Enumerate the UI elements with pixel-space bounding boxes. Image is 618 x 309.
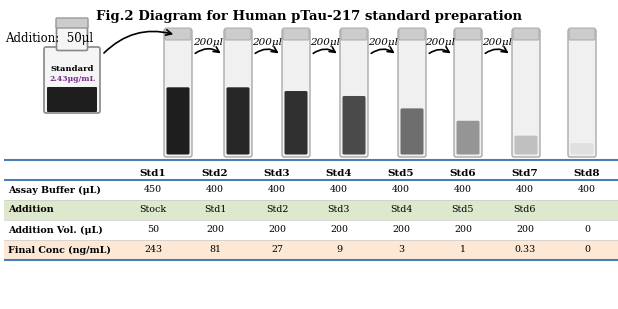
- Bar: [4, 200, 618, 220]
- Text: 9: 9: [336, 245, 342, 255]
- Text: 0.33: 0.33: [514, 245, 536, 255]
- Text: 0: 0: [584, 226, 590, 235]
- Text: 400: 400: [392, 185, 410, 194]
- Text: 2.43μg/mL: 2.43μg/mL: [49, 74, 95, 83]
- FancyBboxPatch shape: [341, 28, 367, 40]
- Bar: [4, 220, 618, 240]
- FancyBboxPatch shape: [166, 87, 190, 154]
- FancyBboxPatch shape: [570, 143, 593, 154]
- FancyBboxPatch shape: [400, 108, 423, 154]
- Text: Std6: Std6: [514, 205, 536, 214]
- Text: 3: 3: [398, 245, 404, 255]
- FancyBboxPatch shape: [513, 28, 539, 40]
- Text: 200: 200: [206, 226, 224, 235]
- Text: Assay Buffer (μL): Assay Buffer (μL): [8, 185, 101, 195]
- Text: 200μl: 200μl: [252, 38, 282, 47]
- Text: 200μl: 200μl: [193, 38, 223, 47]
- FancyBboxPatch shape: [457, 121, 480, 154]
- Text: 0: 0: [584, 245, 590, 255]
- FancyBboxPatch shape: [165, 28, 191, 40]
- Text: Std5: Std5: [452, 205, 474, 214]
- Text: 400: 400: [206, 185, 224, 194]
- Text: Std1: Std1: [140, 168, 166, 177]
- FancyBboxPatch shape: [56, 26, 88, 50]
- FancyBboxPatch shape: [225, 28, 251, 40]
- Text: 27: 27: [271, 245, 283, 255]
- Text: Std5: Std5: [387, 168, 414, 177]
- Text: 200: 200: [454, 226, 472, 235]
- Text: Std3: Std3: [328, 205, 350, 214]
- Text: 200μl: 200μl: [482, 38, 512, 47]
- FancyBboxPatch shape: [398, 29, 426, 157]
- Text: Addition:  50μl: Addition: 50μl: [5, 32, 93, 45]
- Text: Standard: Standard: [50, 65, 94, 73]
- Text: Stock: Stock: [140, 205, 167, 214]
- FancyBboxPatch shape: [47, 87, 97, 112]
- FancyBboxPatch shape: [568, 29, 596, 157]
- Text: Addition: Addition: [8, 205, 54, 214]
- Text: 1: 1: [460, 245, 466, 255]
- Text: Std3: Std3: [264, 168, 290, 177]
- FancyBboxPatch shape: [164, 29, 192, 157]
- FancyBboxPatch shape: [455, 28, 481, 40]
- Text: Std4: Std4: [390, 205, 412, 214]
- Text: 200μl: 200μl: [310, 38, 340, 47]
- FancyBboxPatch shape: [512, 29, 540, 157]
- Text: 200μl: 200μl: [425, 38, 455, 47]
- FancyBboxPatch shape: [454, 29, 482, 157]
- Text: Std7: Std7: [512, 168, 538, 177]
- Text: 450: 450: [144, 185, 162, 194]
- FancyBboxPatch shape: [227, 87, 250, 154]
- Text: 400: 400: [268, 185, 286, 194]
- Text: Addition Vol. (μL): Addition Vol. (μL): [8, 226, 103, 235]
- Text: Std1: Std1: [204, 205, 226, 214]
- Text: 50: 50: [147, 226, 159, 235]
- FancyBboxPatch shape: [282, 29, 310, 157]
- Text: 200: 200: [268, 226, 286, 235]
- Text: 400: 400: [330, 185, 348, 194]
- FancyBboxPatch shape: [342, 96, 365, 154]
- Text: 400: 400: [454, 185, 472, 194]
- Text: Std6: Std6: [450, 168, 476, 177]
- Text: Std4: Std4: [326, 168, 352, 177]
- Text: 400: 400: [516, 185, 534, 194]
- FancyBboxPatch shape: [399, 28, 425, 40]
- FancyBboxPatch shape: [340, 29, 368, 157]
- FancyBboxPatch shape: [284, 91, 308, 154]
- Text: 200μl: 200μl: [368, 38, 398, 47]
- FancyBboxPatch shape: [569, 28, 595, 40]
- Text: Std2: Std2: [266, 205, 288, 214]
- Text: Final Conc (ng/mL): Final Conc (ng/mL): [8, 245, 111, 255]
- Bar: [4, 180, 618, 200]
- FancyBboxPatch shape: [224, 29, 252, 157]
- Text: 200: 200: [516, 226, 534, 235]
- Bar: [4, 240, 618, 260]
- FancyBboxPatch shape: [283, 28, 309, 40]
- Text: Std8: Std8: [574, 168, 600, 177]
- Text: Std2: Std2: [201, 168, 228, 177]
- FancyBboxPatch shape: [56, 18, 88, 28]
- Text: 243: 243: [144, 245, 162, 255]
- Text: 200: 200: [392, 226, 410, 235]
- Text: 81: 81: [209, 245, 221, 255]
- Text: Fig.2 Diagram for Human pTau-217 standard preparation: Fig.2 Diagram for Human pTau-217 standar…: [96, 10, 522, 23]
- FancyBboxPatch shape: [515, 136, 538, 154]
- Text: 200: 200: [330, 226, 348, 235]
- FancyBboxPatch shape: [44, 47, 100, 113]
- Text: 400: 400: [578, 185, 596, 194]
